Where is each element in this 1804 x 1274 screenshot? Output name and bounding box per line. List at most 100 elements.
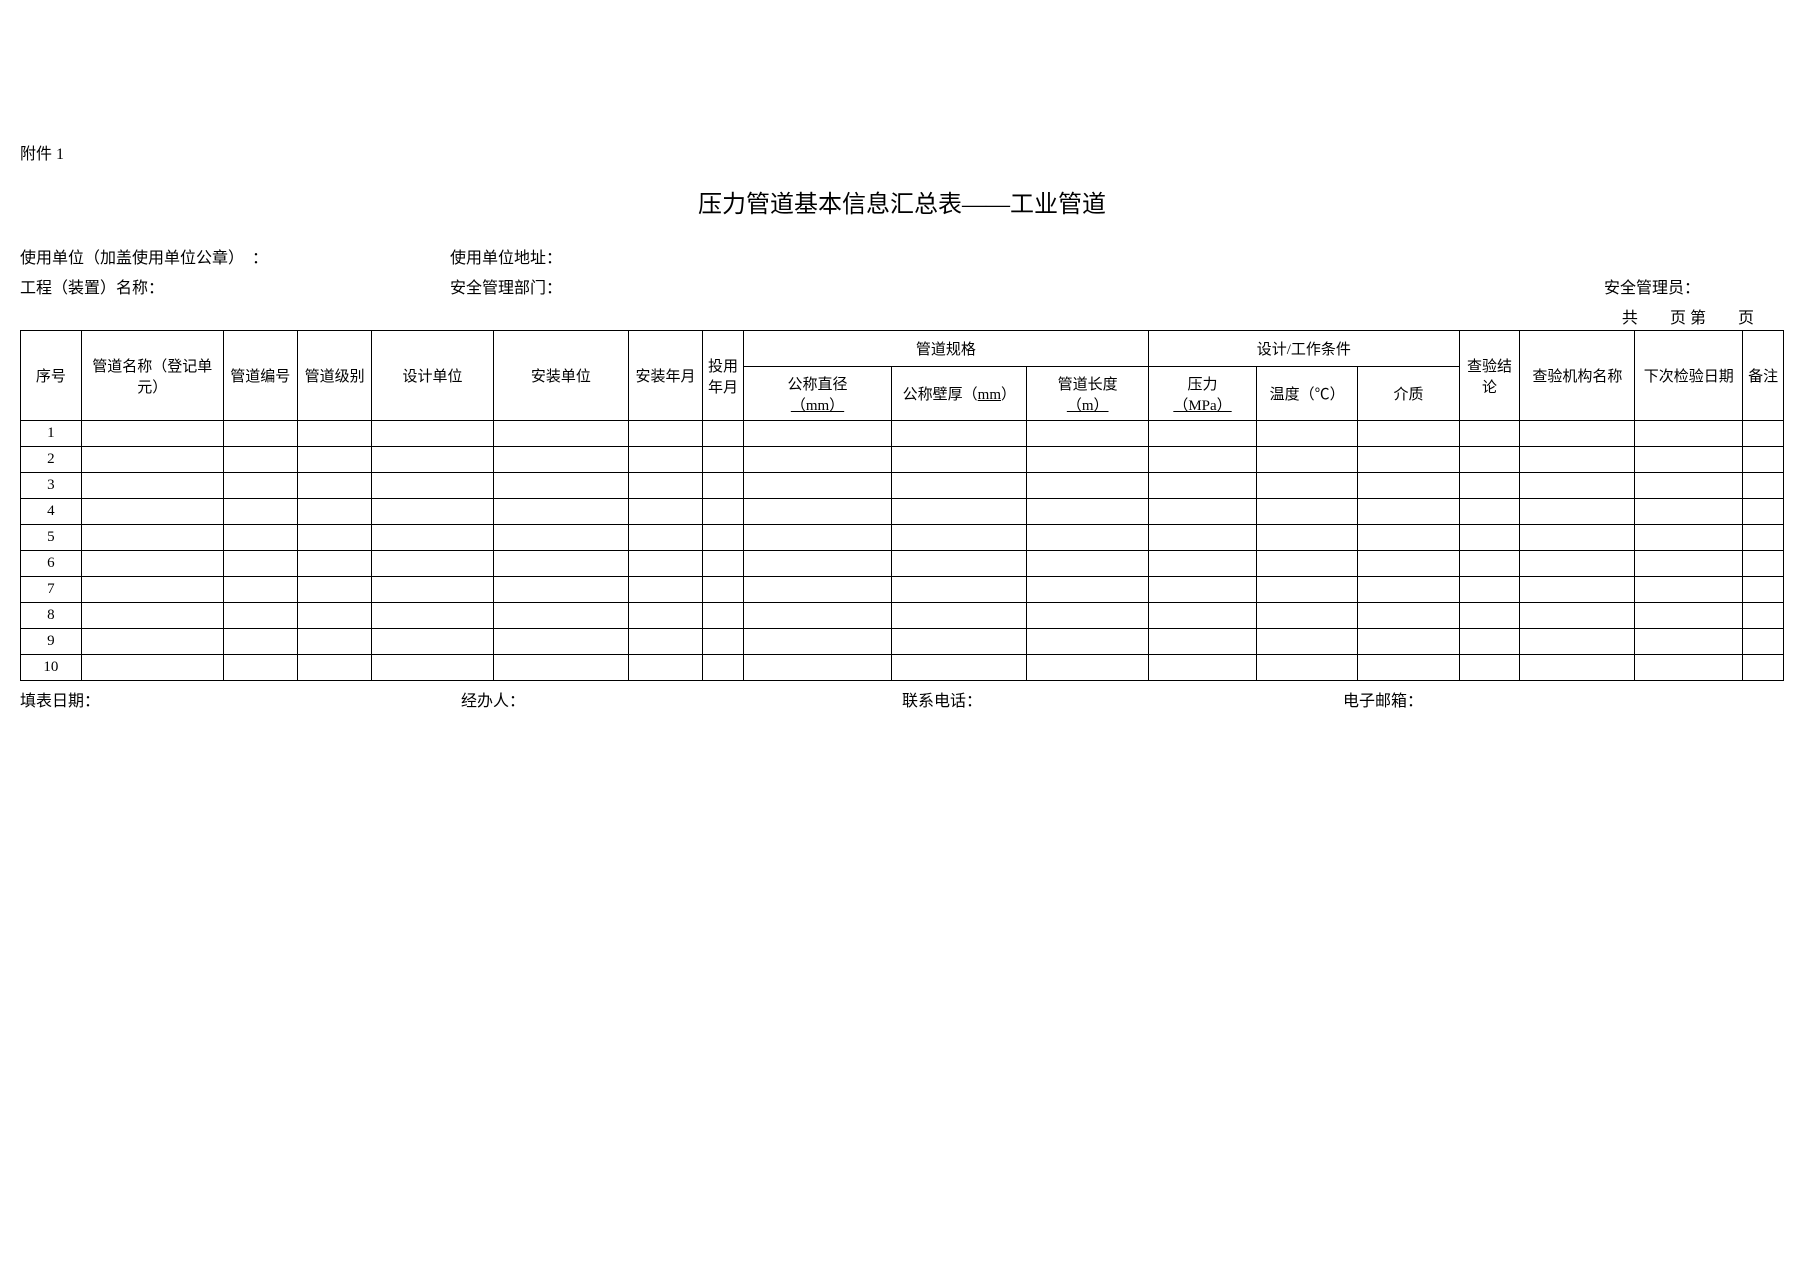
cell <box>1257 551 1358 577</box>
cell <box>297 447 371 473</box>
cell <box>297 603 371 629</box>
th-len: 管道长度（m） <box>1027 367 1149 421</box>
cell <box>223 655 297 681</box>
cell <box>493 473 628 499</box>
cell <box>1635 655 1743 681</box>
cell <box>297 525 371 551</box>
cell <box>1520 629 1635 655</box>
cell <box>1148 421 1256 447</box>
cell-seq: 8 <box>21 603 82 629</box>
th-remark: 备注 <box>1743 331 1784 421</box>
cell <box>1148 447 1256 473</box>
th-seq: 序号 <box>21 331 82 421</box>
cell <box>703 499 744 525</box>
cell <box>892 577 1027 603</box>
cell <box>743 499 892 525</box>
cell <box>892 421 1027 447</box>
cell <box>1743 551 1784 577</box>
cell <box>297 629 371 655</box>
cell <box>1743 421 1784 447</box>
cell <box>703 421 744 447</box>
cell <box>1459 447 1520 473</box>
cell-seq: 5 <box>21 525 82 551</box>
cell <box>1520 577 1635 603</box>
table-row: 7 <box>21 577 1784 603</box>
cell <box>743 655 892 681</box>
cell <box>81 473 223 499</box>
cell <box>1257 421 1358 447</box>
cell <box>1358 603 1459 629</box>
cell <box>628 655 702 681</box>
cell <box>297 499 371 525</box>
cell <box>892 499 1027 525</box>
cell-seq: 7 <box>21 577 82 603</box>
cell <box>1459 655 1520 681</box>
cell <box>703 525 744 551</box>
cell <box>372 499 494 525</box>
cell <box>81 603 223 629</box>
cell <box>493 525 628 551</box>
cell <box>81 655 223 681</box>
cell <box>1743 655 1784 681</box>
cell <box>1257 473 1358 499</box>
cell <box>493 551 628 577</box>
cell <box>743 603 892 629</box>
cell <box>1520 551 1635 577</box>
th-install: 安装单位 <box>493 331 628 421</box>
cell <box>1635 551 1743 577</box>
cell <box>892 473 1027 499</box>
cell <box>493 499 628 525</box>
cell <box>1358 551 1459 577</box>
cell <box>1520 499 1635 525</box>
cell <box>1027 499 1149 525</box>
cell <box>1257 577 1358 603</box>
cell <box>703 447 744 473</box>
cell <box>743 577 892 603</box>
table-row: 1 <box>21 421 1784 447</box>
cell <box>297 473 371 499</box>
cell <box>372 603 494 629</box>
cell <box>892 655 1027 681</box>
cell <box>1743 603 1784 629</box>
cell <box>297 421 371 447</box>
cell <box>1027 421 1149 447</box>
cell <box>1459 603 1520 629</box>
cell <box>1358 629 1459 655</box>
cell <box>223 629 297 655</box>
table-row: 9 <box>21 629 1784 655</box>
table-body: 12345678910 <box>21 421 1784 681</box>
unit-label: 使用单位（加盖使用单位公章） ： <box>20 244 450 268</box>
cell <box>1743 499 1784 525</box>
pipeline-table: 序号 管道名称（登记单元） 管道编号 管道级别 设计单位 安装单位 安装年月 投… <box>20 330 1784 681</box>
cell <box>1635 447 1743 473</box>
cell <box>1635 473 1743 499</box>
cell <box>628 421 702 447</box>
cell <box>1027 551 1149 577</box>
cell <box>628 525 702 551</box>
table-row: 10 <box>21 655 1784 681</box>
cell <box>892 447 1027 473</box>
th-spec: 管道规格 <box>743 331 1148 367</box>
cell <box>223 447 297 473</box>
cell <box>493 447 628 473</box>
cell <box>1743 629 1784 655</box>
cell <box>372 551 494 577</box>
cell <box>1520 421 1635 447</box>
cell <box>1257 655 1358 681</box>
cell <box>372 473 494 499</box>
cell <box>628 499 702 525</box>
cell <box>493 577 628 603</box>
table-row: 5 <box>21 525 1784 551</box>
th-design: 设计单位 <box>372 331 494 421</box>
cell <box>743 525 892 551</box>
cell <box>1358 525 1459 551</box>
cell <box>1027 577 1149 603</box>
cell <box>223 551 297 577</box>
info-row-2: 工程（装置）名称： 安全管理部门： 安全管理员： <box>20 274 1784 298</box>
cell-seq: 2 <box>21 447 82 473</box>
cell <box>81 577 223 603</box>
footer: 填表日期： 经办人： 联系电话： 电子邮箱： <box>20 687 1784 711</box>
cell <box>223 603 297 629</box>
cell <box>297 655 371 681</box>
cell <box>1459 551 1520 577</box>
